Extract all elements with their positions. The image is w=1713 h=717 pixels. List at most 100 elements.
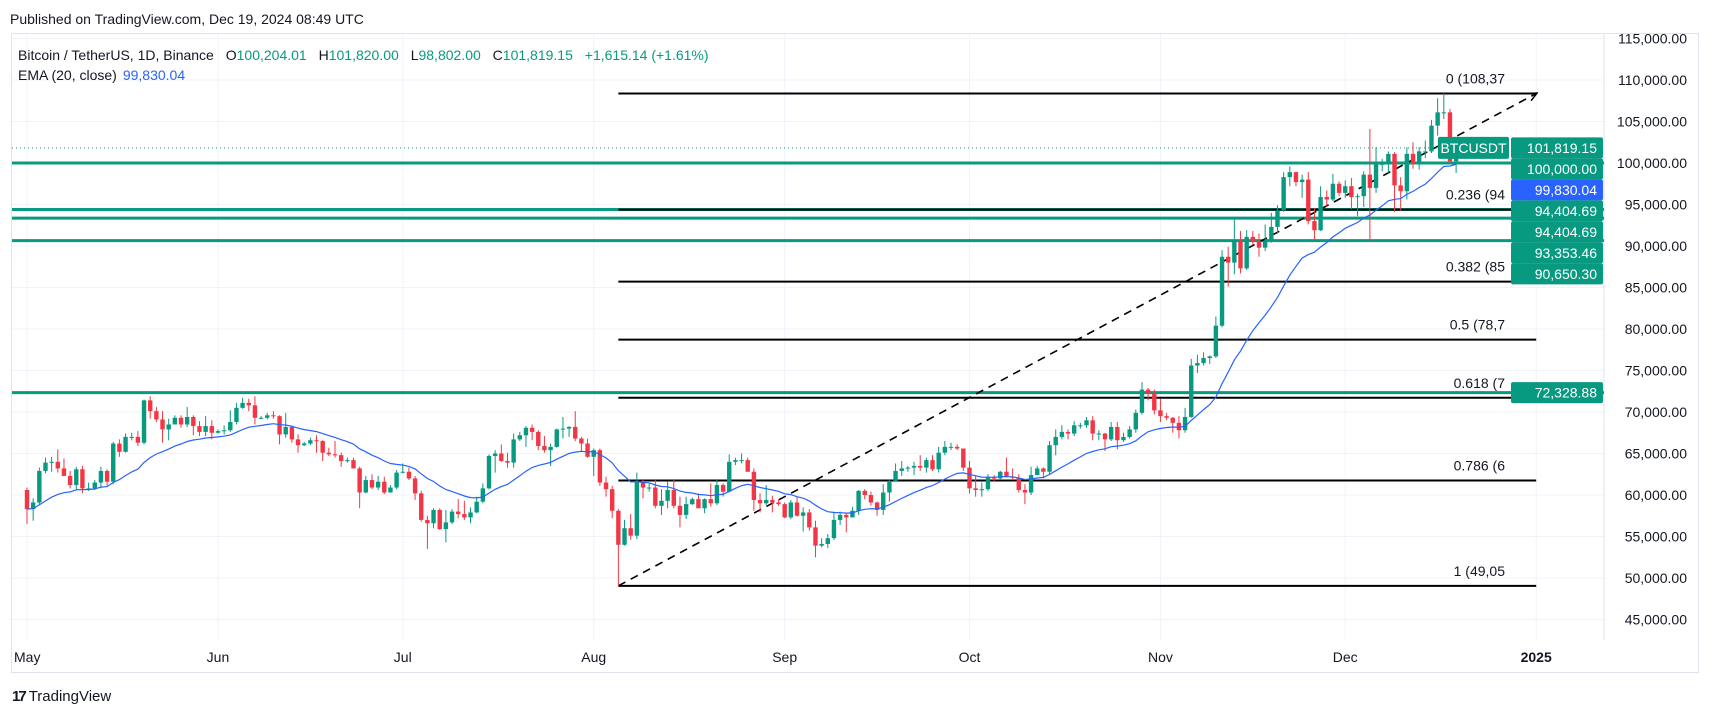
candle-body [1244,236,1249,269]
candle-body [382,481,387,493]
fib-level-label: 0.236 (94 [1446,187,1505,203]
candle-2024-09-23 [918,455,923,471]
time-tick-label: Aug [581,649,606,665]
candle-2024-09-30 [961,448,966,471]
candle-2024-07-30 [579,436,584,452]
candle-body [30,502,36,510]
candle-2024-05-21 [148,396,153,419]
candle-body [708,499,713,504]
candle-2024-08-25 [739,453,744,464]
candle-body [954,446,960,449]
candle-body [67,475,73,486]
candle-body [979,489,984,491]
candle-2024-05-28 [191,415,196,436]
candle-2024-08-14 [671,480,676,509]
candle-body [1115,426,1120,441]
candle-body [80,469,85,489]
candle-body [579,438,584,444]
candle-2024-09-19 [893,463,898,482]
candle-2024-10-24 [1108,421,1114,442]
candle-2024-09-10 [837,511,843,525]
candle-2024-10-17 [1065,429,1071,440]
candle-2024-11-11 [1219,250,1225,328]
ema-label[interactable]: EMA (20, close) [18,67,117,83]
candle-2024-11-20 [1275,205,1280,234]
price-tag-bg [1511,137,1603,159]
candle-2024-05-13 [98,466,104,489]
candle-body [43,462,48,471]
candle-body [203,426,208,432]
candle-2024-07-26 [554,428,559,448]
candle-2024-10-13 [1041,467,1046,479]
candle-2024-07-17 [499,444,504,462]
candle-body [548,446,553,451]
candle-body [1226,256,1231,263]
candle-2024-06-14 [295,434,301,453]
candle-body [1170,417,1175,423]
candle-body [1078,425,1083,427]
candle-body [998,471,1003,479]
price-axis[interactable]: 115,000.00 110,000.00 105,000.00 100,000.00… [1617,31,1687,628]
candle-2024-07-18 [505,452,510,468]
fib-level-label: 1 (49,05 [1454,563,1506,579]
candle-2024-06-01 [215,429,221,434]
candle-body [1065,431,1071,434]
candle-body [505,460,510,463]
candle-2024-10-15 [1053,429,1058,456]
candle-2024-10-19 [1078,422,1083,429]
candle-body [850,510,855,518]
candle-body [191,416,196,427]
candle-2024-08-21 [714,480,720,505]
candle-body [1201,358,1206,364]
candle-2024-12-03 [1355,193,1360,217]
time-tick-label: Jul [394,649,412,665]
candle-body [1447,112,1453,162]
candle-2024-11-08 [1201,352,1206,366]
candle-body [129,436,134,438]
candle-2024-10-08 [1010,468,1015,481]
candle-2024-10-02 [973,475,978,497]
candle-2024-11-10 [1213,316,1219,359]
candle-body [1343,186,1348,193]
candle-2024-07-14 [480,483,486,504]
candle-body [302,443,307,446]
candle-body [160,419,165,430]
candle-2024-10-29 [1139,382,1145,415]
candle-body [868,495,874,503]
candle-body [1139,389,1145,413]
candle-body [1059,431,1065,437]
candle-2024-07-06 [431,508,436,529]
candle-body [474,501,479,513]
candle-2024-06-04 [234,402,239,425]
price-tag-label: 101,819.15 [1527,140,1597,156]
candle-2024-09-02 [788,499,794,520]
fib-retracement[interactable] [617,93,1536,587]
candle-2024-09-11 [844,512,849,533]
candle-2024-10-09 [1016,474,1021,493]
tradingview-logo[interactable]: 17 TradingView [12,688,111,705]
candle-body [283,426,288,435]
candle-body [228,421,233,431]
symbol-title[interactable]: Bitcoin / TetherUS, 1D, Binance [18,47,214,63]
candle-body [197,426,202,432]
candle-2024-12-12 [1410,142,1416,169]
candle-body [536,431,541,447]
candle-body [807,512,812,528]
price-tag-bg [1511,263,1603,285]
candle-2024-11-28 [1324,190,1329,207]
candle-2024-08-13 [665,481,670,509]
time-axis[interactable]: May Jun Jul Aug Sep Oct Nov Dec 2025 [14,649,1552,665]
candle-2024-11-16 [1250,231,1256,246]
candle-body [1275,210,1280,227]
candle-2024-06-28 [382,476,387,495]
symbol-tag-text: BTCUSDT [1440,140,1507,156]
candle-2024-11-02 [1164,412,1169,421]
candle-body [720,485,726,492]
ema-value: 99,830.04 [122,67,186,83]
candle-body [295,439,301,446]
candle-body [1330,183,1336,200]
candle-body [659,500,664,506]
candle-body [1361,174,1366,197]
candle-2024-10-05 [991,475,997,481]
